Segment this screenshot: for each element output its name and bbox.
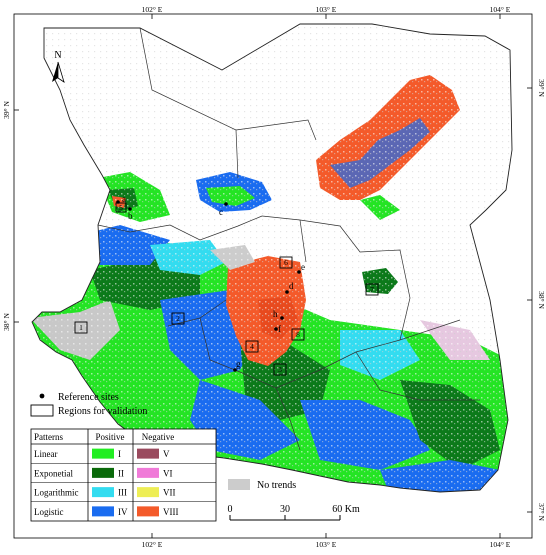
site-label-b: b	[128, 211, 133, 221]
trend-raster	[32, 24, 512, 492]
site-dot-h	[280, 316, 284, 320]
region-box-1	[74, 321, 88, 334]
legend-negative-swatch	[137, 467, 159, 478]
bottom-lon-label-3: 104° E	[490, 540, 511, 549]
legend-pattern-name: Logistic	[34, 507, 64, 517]
site-label-d: d	[289, 281, 294, 291]
patterns-legend-table: Patterns Positive Negative Linear I VExpon…	[30, 428, 217, 522]
scale-bar: 0 30 60 Km	[228, 504, 360, 521]
region-box-3	[273, 363, 287, 376]
legend-symbols: Reference sites Regions for validation	[30, 392, 147, 417]
admin-boundaries	[97, 27, 480, 451]
top-lon-label-3: 104° E	[490, 5, 511, 14]
no-trends-legend: No trends	[228, 479, 296, 491]
reference-site-symbol	[39, 393, 45, 399]
site-dot-b	[128, 207, 132, 211]
legend-negative-numeral: V	[163, 449, 170, 459]
legend-positive-numeral: II	[118, 468, 124, 478]
left-lat-label-2: 38° N	[2, 313, 11, 331]
legend-pattern-name: Linear	[34, 449, 57, 459]
bottom-lon-label-1: 102° E	[142, 540, 163, 549]
reference-sites	[116, 200, 301, 372]
site-letter-labels: a b c d e f g h	[122, 194, 305, 369]
reference-sites-label: Reference sites	[58, 392, 119, 403]
site-label-e: e	[301, 262, 305, 272]
bottom-lon-label-2: 103° E	[316, 540, 337, 549]
scale-label-30: 30	[280, 504, 290, 515]
region-box-8	[291, 328, 305, 341]
legend-positive-swatch	[92, 448, 114, 459]
region-label-5: 5	[119, 203, 123, 212]
region-box-7	[365, 283, 379, 296]
scale-label-0: 0	[228, 504, 233, 515]
legend-header-positive: Positive	[95, 432, 124, 442]
legend-header-negative: Negative	[142, 432, 174, 442]
regions-label: Regions for validation	[58, 406, 147, 417]
site-dot-g	[233, 368, 237, 372]
region-label-8: 8	[296, 330, 300, 339]
site-label-c: c	[219, 207, 223, 217]
site-label-h: h	[273, 309, 278, 319]
legend-negative-swatch	[137, 487, 159, 498]
right-lat-label-3: 37° N	[537, 503, 546, 521]
legend-negative-swatch	[137, 506, 159, 517]
graticule-ticks	[14, 14, 532, 538]
legend-pattern-name: Exponetial	[34, 468, 73, 478]
region-label-4: 4	[250, 342, 254, 351]
no-trends-label: No trends	[257, 480, 296, 491]
region-symbol	[30, 404, 54, 417]
region-label-6: 6	[284, 258, 288, 267]
region-label-3: 3	[278, 365, 282, 374]
site-dot-a	[116, 200, 120, 204]
no-trends-swatch	[228, 479, 250, 490]
top-lon-label-2: 103° E	[316, 5, 337, 14]
study-area	[31, 23, 513, 493]
site-dot-c	[224, 202, 228, 206]
site-label-a: a	[122, 194, 126, 204]
legend-positive-numeral: IV	[118, 507, 128, 517]
region-label-2: 2	[176, 314, 180, 323]
legend-positive-numeral: III	[118, 488, 127, 498]
site-label-g: g	[236, 359, 241, 369]
legend-positive-swatch	[92, 467, 114, 478]
region-number-labels: 1 2 3 4 5 6 7 8	[79, 203, 374, 374]
region-label-7: 7	[370, 285, 374, 294]
legend-header-patterns: Patterns	[34, 432, 63, 442]
graticule-labels: 102° E 103° E 104° E 102° E 103° E 104° …	[2, 5, 546, 549]
legend-negative-numeral: VIII	[163, 507, 179, 517]
site-dot-d	[285, 290, 289, 294]
left-lat-label-1: 39° N	[2, 101, 11, 119]
right-lat-label-2: 38° N	[537, 291, 546, 309]
right-lat-label-1: 39° N	[537, 79, 546, 97]
scale-label-60: 60 Km	[332, 504, 360, 515]
legend-positive-swatch	[92, 506, 114, 517]
region-box-4	[245, 340, 259, 353]
legend-positive-swatch	[92, 487, 114, 498]
legend-negative-numeral: VII	[163, 488, 176, 498]
region-box-5	[115, 202, 127, 213]
legend-pattern-name: Logarithmic	[34, 488, 79, 498]
site-dot-e	[297, 270, 301, 274]
north-arrow: N	[52, 50, 65, 83]
region-box-2	[171, 312, 185, 325]
region-box-6	[279, 256, 293, 269]
legend-positive-numeral: I	[118, 449, 121, 459]
north-arrow-letter: N	[54, 50, 61, 61]
legend-negative-swatch	[137, 448, 159, 459]
validation-regions	[74, 202, 379, 376]
region-label-1: 1	[79, 323, 83, 332]
site-label-f: f	[278, 324, 281, 334]
top-lon-label-1: 102° E	[142, 5, 163, 14]
site-dot-f	[274, 327, 278, 331]
legend-negative-numeral: VI	[163, 468, 173, 478]
